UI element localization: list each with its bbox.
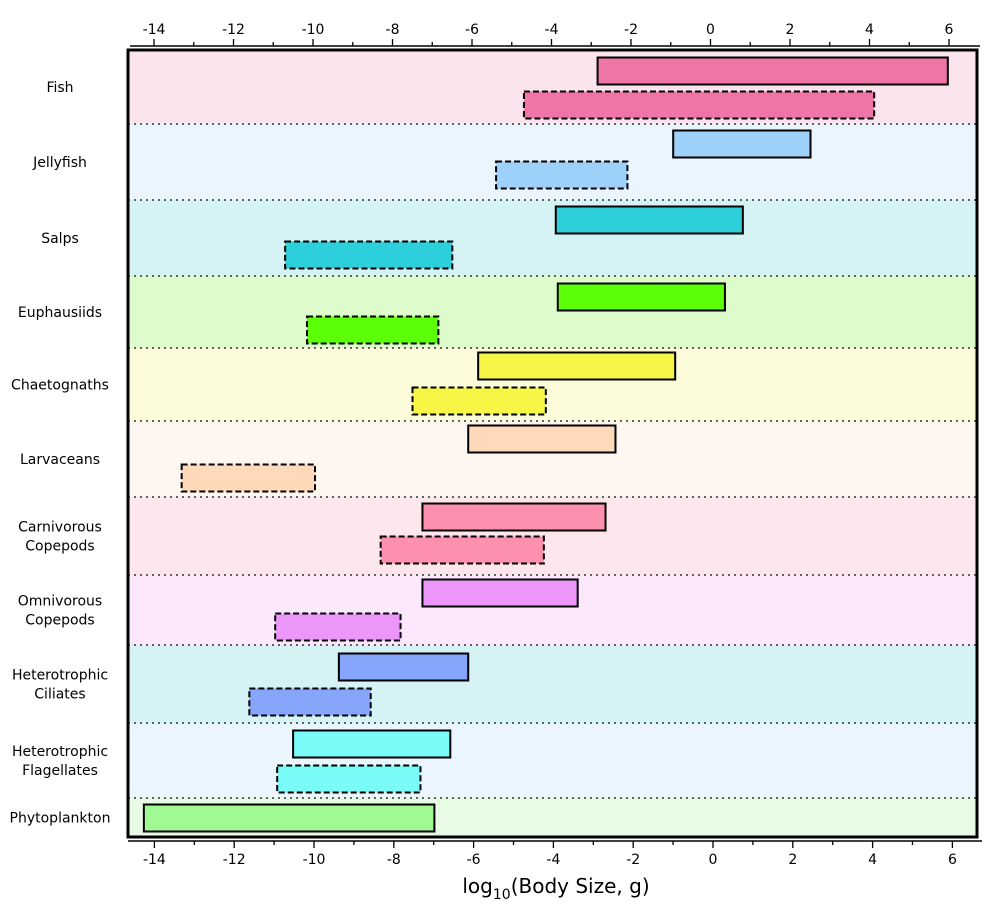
bottom-tick-label: 4 (868, 852, 877, 868)
category-band (128, 723, 977, 798)
x-axis-label-main: log (462, 874, 493, 898)
bar-solid (556, 282, 726, 312)
bar-dashed (180, 463, 316, 493)
bottom-tick-label: -8 (387, 852, 401, 868)
bar-dashed (411, 386, 547, 416)
category-label: Carnivorous (18, 520, 102, 536)
bottom-tick-label: -4 (546, 852, 560, 868)
bottom-axis: -14 -12 -10 -8 -6 -4 -2 0 2 4 6 (128, 840, 982, 868)
bar-dashed (379, 535, 545, 565)
bar-dashed (284, 240, 454, 270)
x-axis-label: log10(Body Size, g) (462, 874, 649, 903)
top-tick-label: 4 (865, 22, 874, 38)
top-tick-label: 2 (786, 22, 795, 38)
bar-solid (337, 652, 470, 682)
top-tick-label: -2 (624, 22, 638, 38)
category-label: Ciliates (34, 687, 85, 703)
bottom-tick-label: -2 (626, 852, 640, 868)
top-tick-label: -6 (465, 22, 479, 38)
top-tick-label: -10 (302, 22, 325, 38)
bar-dashed (274, 612, 402, 642)
bar-solid (554, 205, 744, 235)
bottom-tick-label: -12 (223, 852, 246, 868)
bar-solid (477, 351, 677, 381)
bar-solid (142, 803, 436, 833)
bar-solid (672, 129, 812, 159)
top-tick-label: 6 (945, 22, 954, 38)
bar-solid (596, 56, 949, 86)
bottom-tick-label: -6 (467, 852, 481, 868)
top-tick-label: 0 (706, 22, 715, 38)
bar-dashed (306, 315, 440, 345)
top-tick-label: -12 (222, 22, 245, 38)
bar-dashed (522, 90, 876, 120)
plot-frame (126, 48, 979, 839)
bar-solid (421, 578, 579, 608)
category-label: Copepods (25, 613, 94, 629)
bar-solid (421, 502, 607, 532)
top-tick-label: -14 (143, 22, 166, 38)
category-label: Heterotrophic (12, 668, 108, 684)
bar-solid (292, 729, 452, 759)
bar-dashed (276, 764, 422, 794)
top-tick-label: -4 (545, 22, 559, 38)
category-band (128, 200, 977, 276)
bottom-tick-label: 0 (709, 852, 718, 868)
bottom-tick-label: 2 (788, 852, 797, 868)
category-label: Omnivorous (18, 594, 102, 610)
category-band (128, 276, 977, 348)
category-bands (128, 50, 977, 837)
category-label: Salps (41, 231, 79, 247)
x-axis-label-rest: (Body Size, g) (511, 874, 650, 898)
bar-solid (467, 424, 617, 454)
category-label: Euphausiids (18, 305, 102, 321)
bars (142, 56, 949, 833)
category-label: Jellyfish (32, 155, 87, 171)
category-labels: Fish Jellyfish Salps Euphausiids Chaetognath… (10, 80, 111, 827)
category-label: Fish (46, 80, 73, 96)
category-label: Flagellates (22, 763, 98, 779)
x-axis-label-subscript: 10 (493, 887, 511, 903)
category-label: Larvaceans (20, 452, 100, 468)
top-tick-label: -8 (386, 22, 400, 38)
bottom-tick-label: 6 (948, 852, 957, 868)
bar-dashed (248, 687, 372, 717)
category-label: Phytoplankton (10, 811, 111, 827)
category-label: Copepods (25, 539, 94, 555)
bottom-tick-label: -14 (143, 852, 166, 868)
top-axis: -14 -12 -10 -8 -6 -4 -2 0 2 4 6 (130, 22, 980, 47)
category-label: Heterotrophic (12, 744, 108, 760)
bottom-tick-label: -10 (303, 852, 326, 868)
category-label: Chaetognaths (11, 378, 109, 394)
bar-dashed (495, 160, 629, 190)
